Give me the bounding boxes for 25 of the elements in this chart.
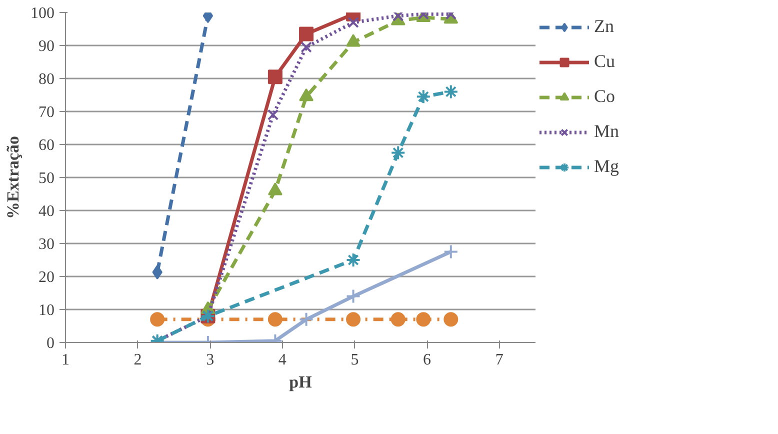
y-tick-label: 70 [38,104,54,121]
x-tick-label: 5 [350,352,359,368]
y-tick-label: 100 [30,5,54,22]
x-tick-label: 6 [423,352,432,368]
y-tick-label: 30 [38,236,54,253]
y-tick-label: 60 [38,137,54,154]
x-tick-label: 3 [206,352,214,368]
legend-label: Mg [594,156,620,177]
legend-label: Zn [594,16,615,37]
x-axis-title: pH [289,372,312,392]
legend-label: Cu [594,51,616,72]
legend-label: Co [594,86,616,107]
y-axis-title: %Extração [4,136,22,220]
x-tick-label: 4 [278,352,286,368]
y-tick-label: 40 [38,203,54,220]
y-tick-label: 80 [38,71,54,88]
y-tick-label: 0 [46,335,54,352]
x-tick-label: 2 [134,352,142,368]
y-tick-label: 50 [38,170,54,187]
x-tick-label: 7 [495,352,504,368]
y-tick-label: 10 [38,302,54,319]
legend-label: Mn [594,121,620,142]
y-tick-label: 90 [38,38,54,55]
x-tick-label: 1 [62,352,70,368]
y-tick-label: 20 [38,269,54,286]
